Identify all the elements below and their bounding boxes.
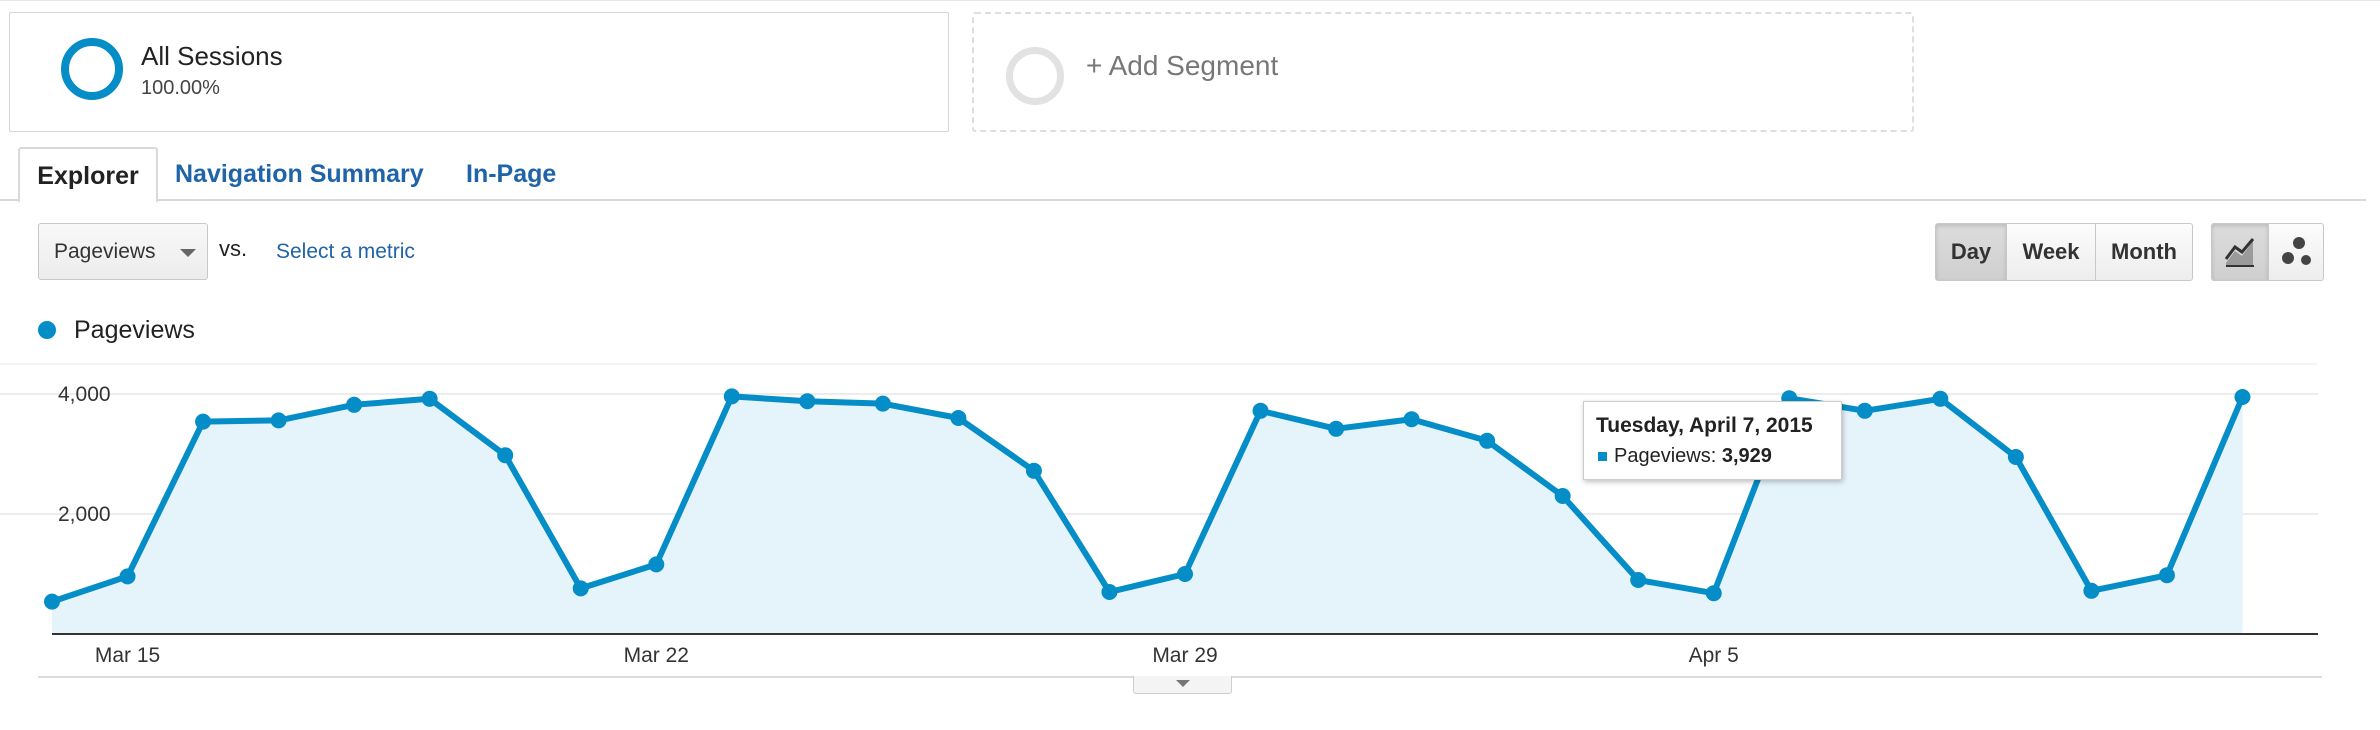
data-point-12	[874, 395, 891, 412]
legend-marker	[38, 321, 56, 339]
data-point-17	[1252, 402, 1269, 419]
chart-expand-handle[interactable]	[1133, 676, 1232, 694]
x-tick-label-3: Mar 29	[1152, 644, 1217, 667]
y-tick-label-2: 2,000	[58, 503, 111, 526]
data-point-30	[2234, 389, 2251, 405]
data-point-3	[195, 413, 212, 430]
data-point-15	[1101, 584, 1118, 600]
tooltip-series-marker	[1598, 452, 1607, 461]
line-chart-icon	[2224, 238, 2255, 267]
add-segment-label: + Add Segment	[1086, 50, 1279, 81]
data-point-14	[1025, 462, 1042, 479]
motion-chart-button[interactable]	[2268, 223, 2324, 281]
day-button[interactable]: Day	[1935, 223, 2007, 281]
chevron-down-icon	[180, 249, 196, 257]
x-tick-label-2: Mar 22	[624, 644, 689, 667]
data-point-13	[950, 410, 967, 426]
segment-percent: 100.00%	[141, 77, 220, 99]
data-point-22	[1630, 572, 1647, 588]
x-tick-label-4: Apr 5	[1689, 644, 1739, 667]
add-segment-ring-icon	[1006, 47, 1064, 105]
data-point-8	[572, 580, 589, 597]
data-point-29	[2158, 567, 2175, 584]
data-point-26	[1932, 390, 1949, 407]
granularity-toggle: Day Week Month	[1935, 223, 2193, 281]
month-button[interactable]: Month	[2095, 223, 2193, 281]
data-point-25	[1856, 402, 1873, 419]
data-point-23	[1705, 585, 1722, 602]
tooltip-series-label: Pageviews:	[1614, 445, 1717, 467]
vs-label: vs.	[219, 236, 248, 261]
legend-label: Pageviews	[74, 316, 195, 344]
pageviews-chart[interactable]: 4,000 2,000 Mar 15 Mar 22 Mar 29 Apr 5	[0, 340, 2380, 670]
tabs-divider	[0, 199, 2366, 201]
data-point-28	[2083, 582, 2100, 599]
data-point-6	[421, 390, 438, 407]
data-point-7	[497, 447, 514, 464]
data-point-20	[1479, 432, 1496, 449]
data-point-16	[1177, 566, 1193, 582]
tab-in-page[interactable]: In-Page	[466, 160, 557, 188]
segment-title: All Sessions	[141, 41, 283, 71]
data-point-5	[346, 396, 363, 413]
data-point-1	[44, 593, 60, 610]
motion-chart-icon	[2282, 237, 2311, 265]
week-button[interactable]: Week	[2006, 223, 2096, 281]
data-point-19	[1403, 411, 1420, 428]
data-point-2	[119, 568, 136, 585]
data-point-4	[270, 412, 287, 429]
data-point-27	[2007, 449, 2024, 465]
line-chart-button[interactable]	[2211, 223, 2269, 281]
select-metric-link[interactable]: Select a metric	[276, 240, 415, 263]
series-line	[51, 393, 2246, 605]
segment-ring-icon	[61, 38, 123, 100]
tab-navigation-summary[interactable]: Navigation Summary	[175, 160, 424, 188]
chart-type-toggle	[2211, 223, 2324, 281]
tooltip-value: 3,929	[1721, 445, 1772, 467]
data-point-18	[1328, 420, 1345, 437]
data-point-21	[1554, 488, 1571, 504]
tooltip-series: Pageviews: 3,929	[1614, 445, 1772, 468]
data-point-10	[723, 388, 740, 405]
series-area	[52, 396, 2243, 634]
x-tick-label-1: Mar 15	[95, 644, 160, 667]
data-point-11	[799, 393, 816, 410]
segment-card-all-sessions[interactable]: All Sessions 100.00%	[9, 12, 949, 132]
metric-dropdown-label: Pageviews	[54, 240, 156, 263]
data-point-9	[648, 556, 665, 573]
metric-dropdown[interactable]: Pageviews	[38, 223, 208, 280]
chart-tooltip: Tuesday, April 7, 2015 Pageviews: 3,929	[1583, 401, 1842, 480]
y-tick-label-1: 4,000	[58, 383, 111, 406]
chevron-down-icon	[1176, 680, 1190, 687]
add-segment-button[interactable]: + Add Segment	[972, 12, 1914, 132]
top-divider	[0, 0, 2380, 1]
tab-explorer[interactable]: Explorer	[18, 147, 158, 203]
tooltip-date: Tuesday, April 7, 2015	[1596, 414, 1813, 437]
